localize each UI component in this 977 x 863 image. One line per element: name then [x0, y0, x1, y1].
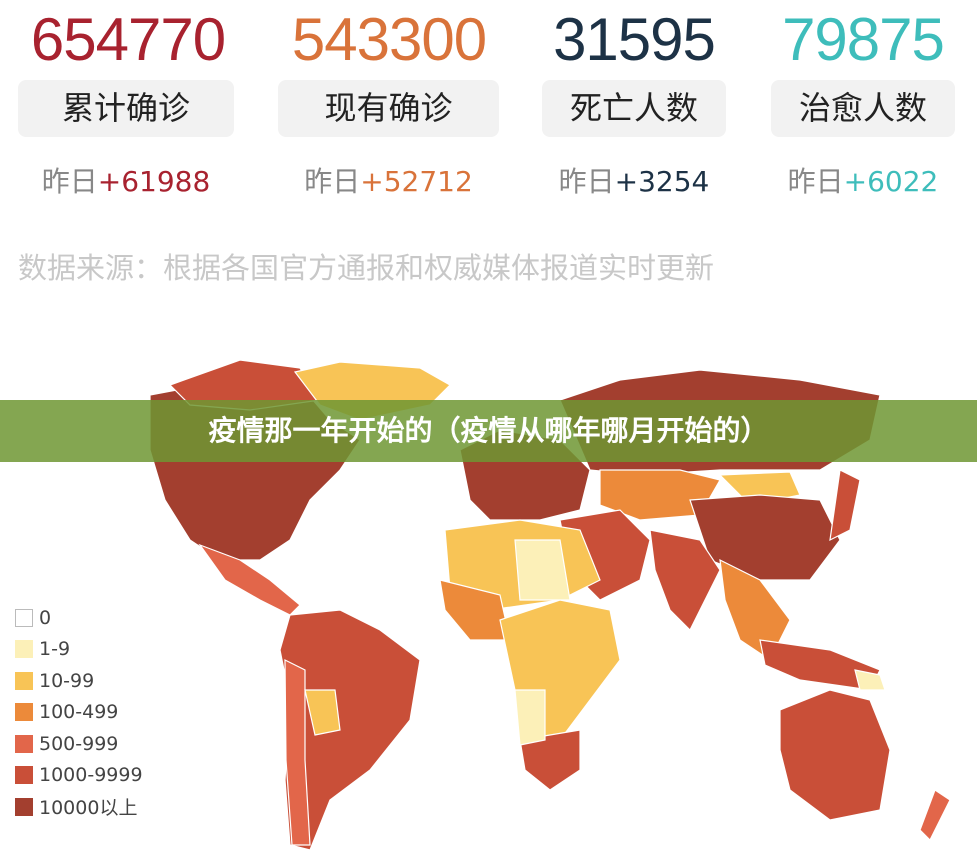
legend-item: 10-99	[15, 665, 143, 697]
stat-value: 654770	[30, 6, 226, 73]
legend-swatch	[15, 703, 33, 722]
legend-label: 1-9	[39, 638, 71, 661]
legend-item: 1-9	[15, 634, 143, 666]
legend-item: 1000-9999	[15, 760, 143, 792]
legend-label: 500-999	[39, 732, 119, 755]
legend-swatch	[15, 734, 33, 753]
legend-swatch	[15, 797, 33, 816]
region-south-america-west	[284, 659, 311, 846]
legend-swatch	[15, 608, 33, 627]
legend-item: 500-999	[15, 728, 143, 760]
stat-value: 31595	[553, 6, 716, 73]
region-japan	[829, 469, 861, 542]
region-africa-namibia	[514, 689, 546, 746]
title-banner: 疫情那一年开始的（疫情从哪年哪月开始的）	[0, 400, 977, 462]
legend-item: 0	[15, 602, 143, 634]
stat-label: 治愈人数	[771, 80, 955, 137]
stat-value: 79875	[782, 6, 945, 73]
region-australia	[779, 689, 891, 821]
region-bolivia	[304, 689, 341, 736]
stat-value: 543300	[291, 6, 487, 73]
delta-value: +3254	[614, 165, 710, 198]
region-new-zealand	[919, 789, 951, 842]
legend-label: 1000-9999	[39, 764, 143, 787]
legend-swatch	[15, 671, 33, 690]
stat-delta: 昨日+52712	[278, 162, 499, 202]
stat-delta: 昨日+61988	[18, 162, 234, 202]
data-source-note: 数据来源：根据各国官方通报和权威媒体报道实时更新	[18, 251, 715, 285]
stat-delta: 昨日+6022	[771, 162, 955, 202]
delta-prefix: 昨日	[304, 165, 361, 198]
stat-delta: 昨日+3254	[542, 162, 726, 202]
region-central-america	[198, 543, 301, 616]
stat-label: 死亡人数	[542, 80, 726, 137]
region-china	[689, 494, 841, 581]
stat-label: 现有确诊	[278, 80, 499, 137]
stat-label: 累计确诊	[18, 80, 234, 137]
region-africa-west	[439, 579, 511, 641]
legend-label: 10-99	[39, 669, 95, 692]
delta-prefix: 昨日	[41, 165, 98, 198]
legend-swatch	[15, 766, 33, 785]
delta-value: +52712	[360, 165, 473, 198]
delta-value: +61988	[97, 165, 211, 198]
delta-prefix: 昨日	[787, 165, 844, 198]
delta-prefix: 昨日	[558, 165, 615, 198]
legend-label: 100-499	[39, 701, 119, 724]
region-africa-south	[519, 729, 581, 791]
legend-swatch	[15, 640, 33, 659]
legend-label: 10000以上	[39, 797, 138, 820]
region-png	[854, 669, 886, 691]
legend-label: 0	[39, 606, 52, 629]
region-africa-sahel	[514, 539, 571, 601]
region-india	[649, 529, 721, 632]
map-legend: 0 1-9 10-99 100-499 500-999 1000-9999 10…	[15, 602, 143, 823]
delta-value: +6022	[843, 165, 939, 198]
legend-item: 100-499	[15, 697, 143, 729]
legend-item: 10000以上	[15, 791, 143, 823]
